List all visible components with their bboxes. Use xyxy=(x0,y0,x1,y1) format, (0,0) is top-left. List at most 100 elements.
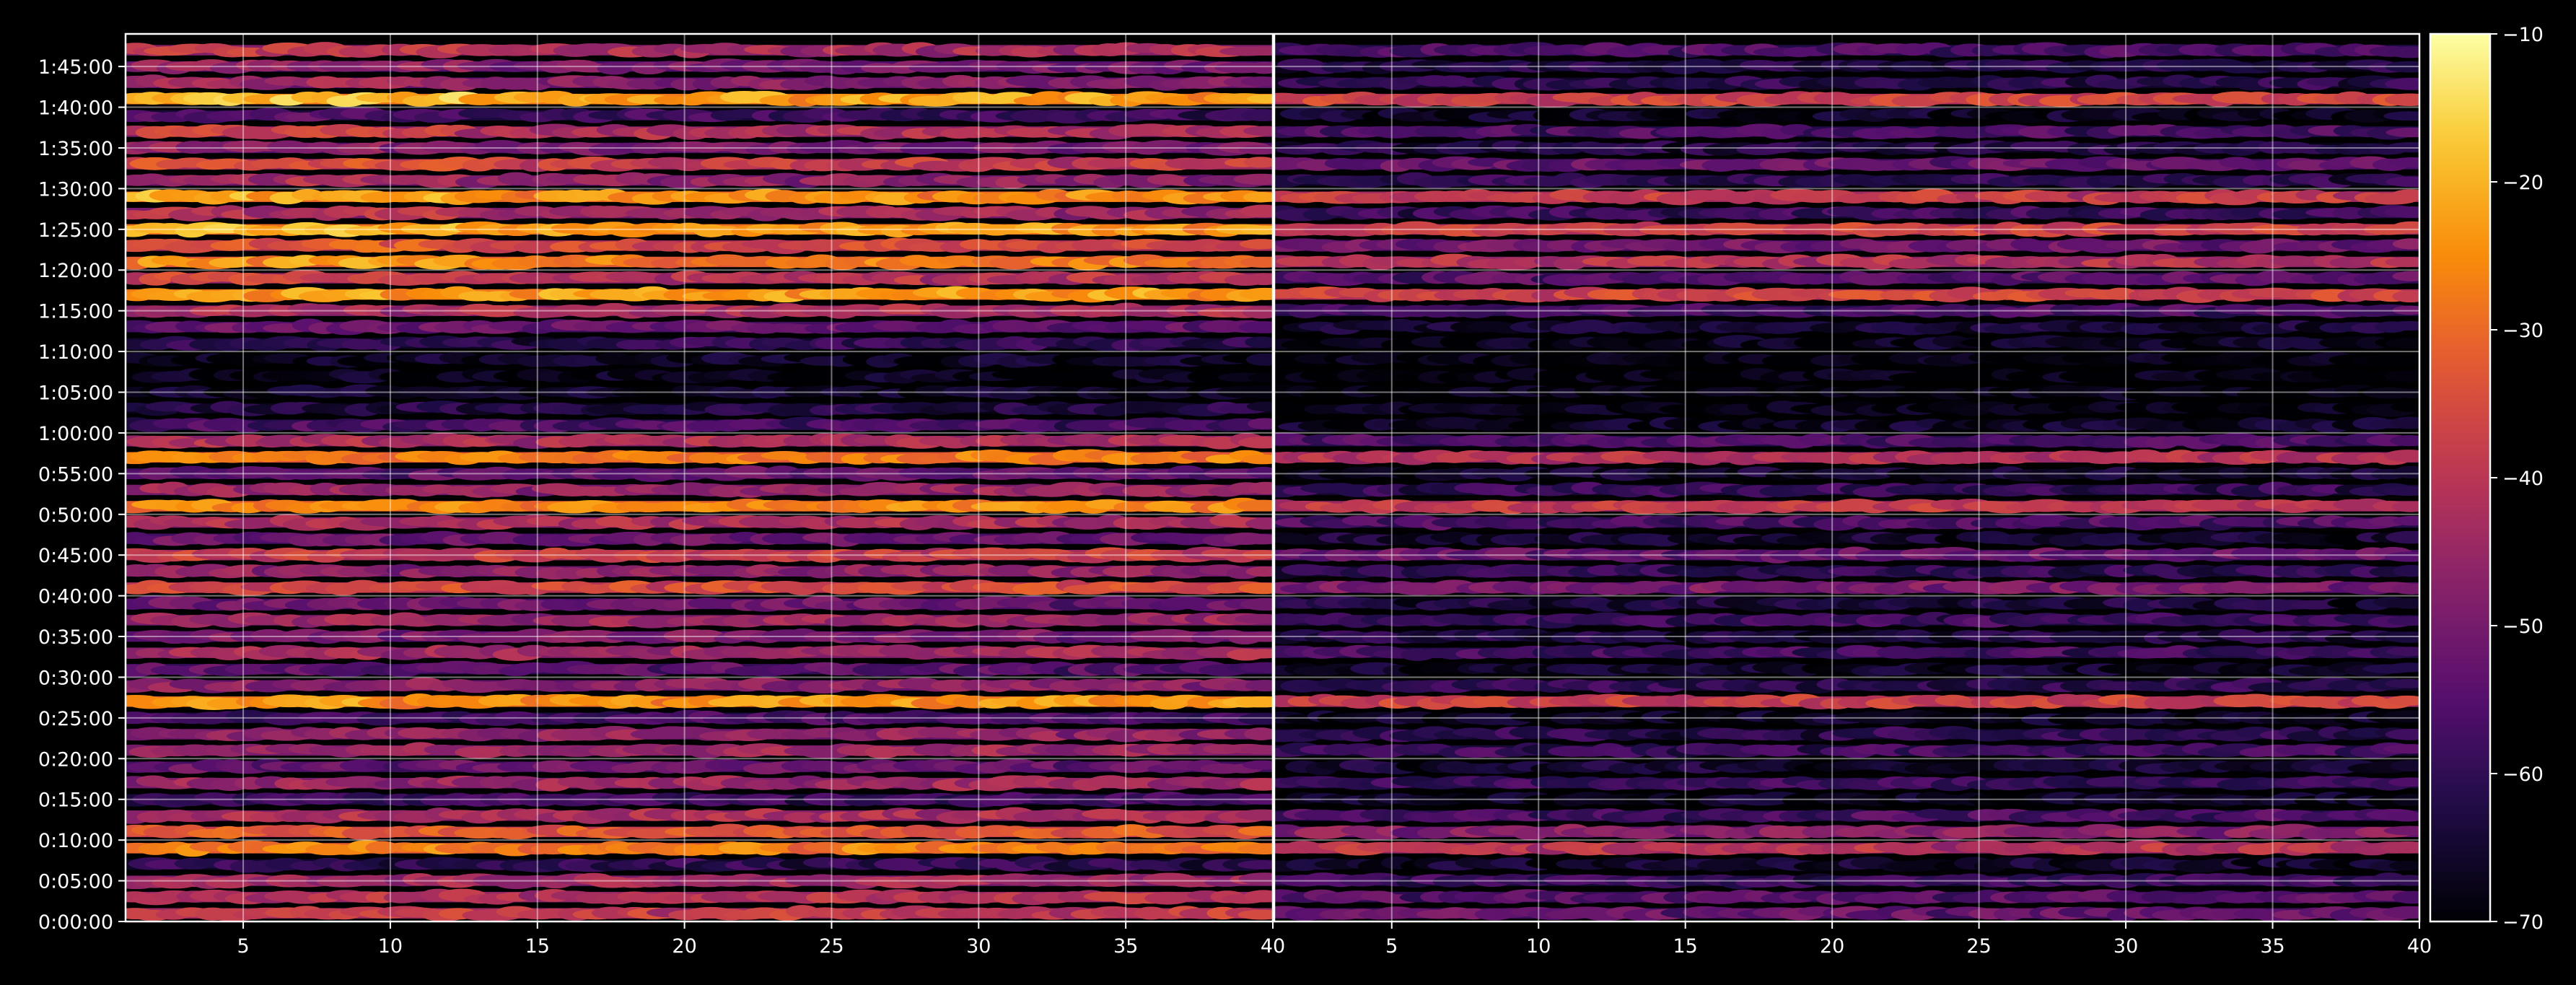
heatmap-row xyxy=(126,286,1273,303)
heatmap-cell xyxy=(2389,860,2419,871)
heatmap-cell xyxy=(1235,809,1273,820)
heatmap-cell xyxy=(1237,436,1273,449)
heatmap-cell xyxy=(365,841,399,854)
heatmap-cell xyxy=(1239,239,1273,250)
heatmap-row xyxy=(1274,856,2419,873)
heatmap-row xyxy=(126,302,1273,319)
heatmap-row xyxy=(1274,839,2419,856)
heatmap-cell xyxy=(1241,454,1273,465)
heatmap-row xyxy=(126,888,1273,906)
heatmap-cell xyxy=(1243,46,1273,56)
heatmap-row xyxy=(126,204,1273,222)
heatmap-cell xyxy=(1248,373,1273,382)
heatmap-cell xyxy=(1243,126,1273,136)
heatmap-row xyxy=(126,172,1273,189)
heatmap-row xyxy=(126,449,1273,465)
heatmap-row xyxy=(126,530,1273,547)
heatmap-row xyxy=(126,840,1273,857)
heatmap-cell xyxy=(1243,157,1273,168)
heatmap-row xyxy=(126,384,1273,400)
heatmap-cell xyxy=(2382,906,2419,919)
heatmap-cell xyxy=(1237,385,1273,399)
heatmap-cell xyxy=(1240,204,1273,218)
heatmap-row xyxy=(126,42,1273,58)
heatmap-cell xyxy=(2392,890,2419,904)
heatmap-row xyxy=(126,221,1273,238)
heatmap-row xyxy=(126,823,1273,841)
heatmap-row xyxy=(126,188,1273,206)
heatmap-cell xyxy=(1240,778,1273,791)
heatmap-row xyxy=(126,791,1273,808)
heatmap-panel-2 xyxy=(1274,34,2419,921)
heatmap-cell xyxy=(1245,273,1273,286)
heatmap-cell xyxy=(1240,256,1273,268)
heatmap-cell xyxy=(1240,225,1273,235)
heatmap-row xyxy=(126,335,1273,352)
heatmap-panel-1 xyxy=(126,34,1273,921)
heatmap-row xyxy=(126,872,1273,890)
heatmap-row xyxy=(126,546,1273,564)
heatmap-cell xyxy=(1235,696,1273,708)
heatmap-row xyxy=(126,107,1273,124)
heatmap-cell xyxy=(2393,875,2419,886)
heatmap-row xyxy=(126,237,1273,255)
heatmap-cell xyxy=(1246,353,1273,366)
heatmap-row xyxy=(126,905,1273,921)
heatmap-row xyxy=(126,628,1273,645)
heatmap-cell xyxy=(1243,649,1273,659)
heatmap-cell xyxy=(1240,109,1273,121)
heatmap-row xyxy=(126,481,1273,498)
heatmap-row xyxy=(126,775,1273,792)
heatmap-cell xyxy=(1238,793,1273,805)
heatmap-row xyxy=(126,318,1273,336)
heatmap-cell xyxy=(1238,321,1273,333)
heatmap-row xyxy=(126,416,1273,433)
heatmap-cell xyxy=(1243,727,1273,740)
heatmap-cell xyxy=(1242,550,1273,559)
heatmap-row xyxy=(126,367,1273,384)
heatmap-row xyxy=(126,400,1273,417)
heatmap-cell xyxy=(1240,745,1273,755)
heatmap-row xyxy=(126,644,1273,661)
heatmap-cell xyxy=(1238,872,1273,885)
heatmap-row xyxy=(126,579,1273,596)
heatmap-cell xyxy=(1242,306,1273,319)
heatmap-row xyxy=(1274,808,2419,823)
heatmap-cell xyxy=(1240,597,1273,611)
heatmap-cell xyxy=(1235,613,1273,624)
heatmap-layer xyxy=(126,34,2419,921)
heatmap-cell xyxy=(1245,566,1273,577)
heatmap-row xyxy=(126,563,1273,580)
heatmap-row xyxy=(126,74,1273,91)
heatmap-row xyxy=(126,742,1273,759)
heatmap-row xyxy=(1274,906,2419,921)
heatmap-row xyxy=(126,123,1273,141)
heatmap-row xyxy=(126,807,1273,824)
heatmap-row xyxy=(126,139,1273,157)
heatmap-row xyxy=(126,254,1273,271)
heatmap-cell xyxy=(1237,713,1273,725)
heatmap-row xyxy=(126,725,1273,743)
heatmap-cell xyxy=(1244,890,1273,903)
heatmap-cell xyxy=(1237,844,1273,855)
heatmap-row xyxy=(126,497,1273,515)
heatmap-cell xyxy=(1236,499,1273,512)
heatmap-row xyxy=(126,595,1273,612)
heatmap-row xyxy=(126,465,1273,483)
heatmap-cell xyxy=(1242,760,1273,770)
heatmap-cell xyxy=(1243,191,1273,203)
heatmap-cell xyxy=(1237,859,1273,870)
heatmap-cell xyxy=(1248,481,1273,495)
heatmap-cell xyxy=(1245,680,1273,692)
heatmap-cell xyxy=(1240,662,1273,673)
heatmap-cell xyxy=(1247,61,1273,74)
heatmap-cell xyxy=(1237,631,1273,642)
heatmap-cell xyxy=(1239,287,1273,300)
heatmap-row xyxy=(126,758,1273,775)
heatmap-row xyxy=(126,612,1273,629)
heatmap-row xyxy=(126,660,1273,678)
heatmap-cell xyxy=(1245,517,1273,530)
heatmap-cell xyxy=(1240,76,1273,87)
heatmap-cell xyxy=(1233,173,1273,185)
